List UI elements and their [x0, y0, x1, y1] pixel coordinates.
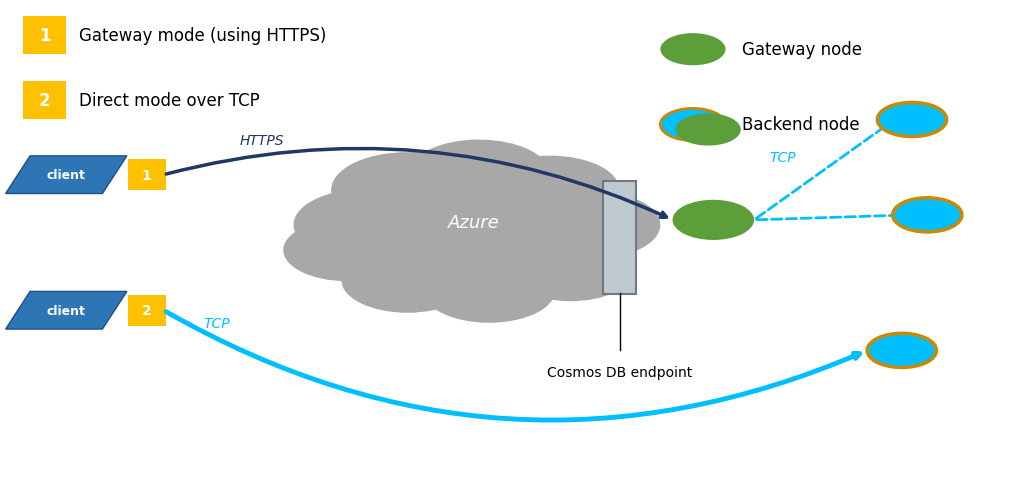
Text: Backend node: Backend node	[742, 116, 859, 134]
Polygon shape	[6, 292, 126, 330]
FancyBboxPatch shape	[23, 82, 66, 120]
Text: Gateway mode (using HTTPS): Gateway mode (using HTTPS)	[79, 27, 327, 45]
Polygon shape	[6, 156, 126, 194]
Text: TCP: TCP	[769, 151, 796, 165]
Circle shape	[676, 114, 741, 146]
Circle shape	[408, 140, 550, 210]
Text: HTTPS: HTTPS	[239, 133, 284, 147]
Circle shape	[507, 239, 634, 302]
FancyBboxPatch shape	[128, 295, 165, 326]
Text: 1: 1	[39, 27, 51, 45]
Text: Cosmos DB endpoint: Cosmos DB endpoint	[547, 366, 692, 380]
FancyBboxPatch shape	[128, 160, 165, 191]
Circle shape	[293, 189, 440, 262]
Text: Azure: Azure	[448, 214, 499, 232]
Circle shape	[481, 156, 620, 224]
Circle shape	[423, 258, 555, 323]
Circle shape	[331, 153, 484, 228]
Text: 1: 1	[142, 168, 152, 182]
Circle shape	[867, 334, 936, 368]
Text: client: client	[47, 304, 86, 317]
Circle shape	[660, 109, 726, 141]
Circle shape	[877, 103, 947, 137]
Circle shape	[283, 219, 410, 282]
Text: 2: 2	[142, 304, 152, 318]
Circle shape	[341, 248, 474, 313]
FancyBboxPatch shape	[603, 182, 636, 294]
Text: 2: 2	[39, 92, 51, 110]
Text: TCP: TCP	[204, 316, 230, 330]
FancyBboxPatch shape	[23, 17, 66, 55]
Circle shape	[673, 200, 754, 240]
Circle shape	[522, 191, 660, 260]
Circle shape	[893, 198, 962, 232]
Text: client: client	[47, 169, 86, 182]
Circle shape	[660, 34, 726, 66]
Text: Gateway node: Gateway node	[742, 41, 862, 59]
Text: Direct mode over TCP: Direct mode over TCP	[79, 92, 260, 110]
Circle shape	[403, 198, 555, 273]
